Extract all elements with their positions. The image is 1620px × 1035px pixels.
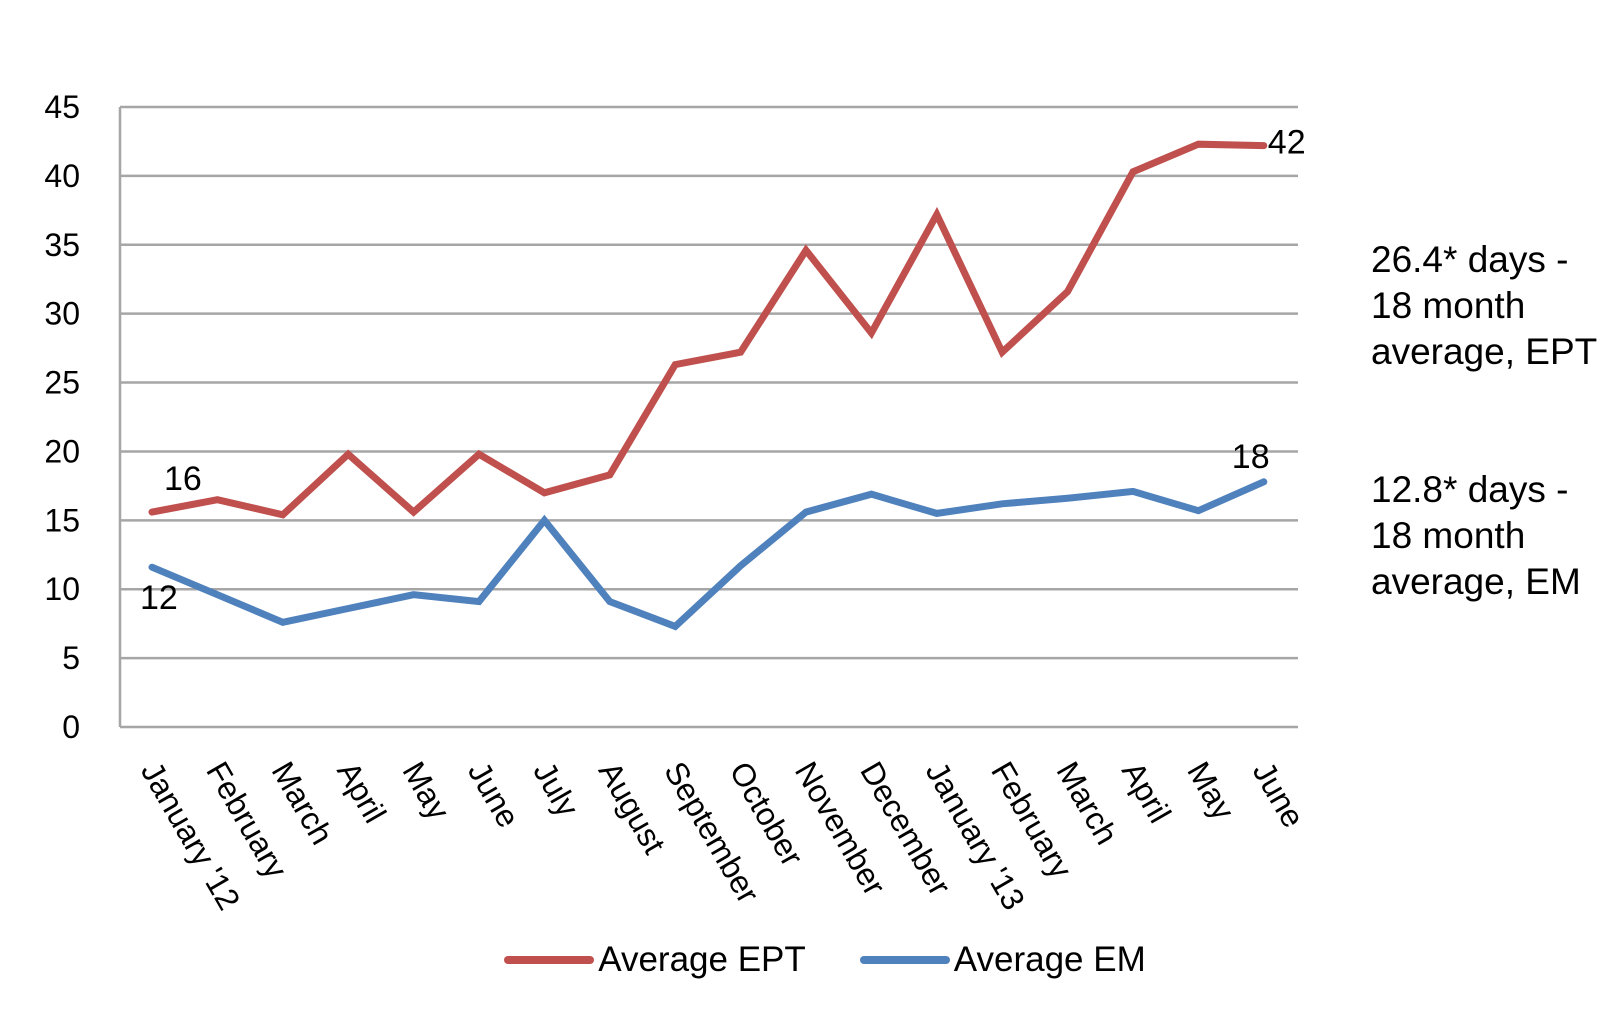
data-point bbox=[346, 452, 351, 457]
data-point bbox=[346, 606, 351, 611]
x-tick-label: April bbox=[1115, 756, 1178, 829]
data-label: 12 bbox=[140, 579, 178, 617]
series-line-1 bbox=[148, 478, 1268, 631]
y-tick-label: 35 bbox=[44, 227, 80, 263]
data-point bbox=[869, 492, 874, 497]
data-point bbox=[804, 248, 808, 253]
x-tick-label: June bbox=[461, 756, 527, 834]
x-tick-label: June bbox=[1246, 756, 1312, 834]
data-label: 16 bbox=[164, 460, 202, 498]
data-point bbox=[804, 510, 808, 515]
y-tick-label: 45 bbox=[44, 89, 80, 125]
data-point bbox=[280, 512, 285, 517]
data-point bbox=[673, 362, 678, 367]
data-point bbox=[738, 350, 743, 355]
data-point bbox=[280, 620, 285, 625]
data-point bbox=[934, 511, 939, 516]
data-point bbox=[607, 599, 612, 604]
y-tick-label: 40 bbox=[44, 158, 80, 194]
data-point bbox=[411, 510, 416, 515]
data-label: 18 bbox=[1232, 438, 1270, 476]
data-point bbox=[1131, 169, 1135, 174]
x-tick-label: May bbox=[396, 756, 457, 826]
data-point bbox=[1261, 143, 1266, 148]
annotation-em-average: 12.8* days - 18 month average, EM bbox=[1371, 469, 1581, 602]
data-point bbox=[1065, 496, 1070, 501]
data-point bbox=[1000, 501, 1005, 506]
legend-swatch-ept bbox=[504, 956, 595, 964]
data-label: 42 bbox=[1268, 124, 1306, 162]
x-tick-label: May bbox=[1180, 756, 1241, 826]
data-point bbox=[542, 490, 547, 495]
data-point bbox=[411, 592, 416, 597]
data-point bbox=[150, 510, 154, 515]
data-point bbox=[1131, 489, 1135, 494]
y-tick-label: 20 bbox=[44, 433, 80, 469]
y-tick-label: 15 bbox=[44, 502, 80, 538]
x-tick-label: July bbox=[526, 756, 586, 823]
data-point bbox=[477, 452, 481, 457]
legend-swatch-em bbox=[859, 956, 950, 964]
data-point bbox=[934, 212, 939, 217]
x-tick-label: April bbox=[330, 756, 393, 829]
data-point bbox=[1000, 350, 1005, 355]
data-point bbox=[1196, 142, 1201, 147]
data-point bbox=[542, 518, 547, 523]
data-point bbox=[215, 592, 220, 597]
legend: Average EPT Average EM bbox=[0, 940, 1620, 980]
series-line-0 bbox=[148, 140, 1268, 519]
legend-item-em: Average EM bbox=[859, 940, 1146, 980]
annotation-ept-average: 26.4* days - 18 month average, EPT bbox=[1371, 239, 1598, 372]
data-labels: 16 42 12 18 bbox=[140, 124, 1306, 618]
series-lines bbox=[148, 140, 1268, 631]
data-point bbox=[477, 599, 481, 604]
data-point bbox=[869, 330, 874, 335]
data-point bbox=[1196, 508, 1201, 513]
data-point bbox=[738, 563, 743, 568]
axes bbox=[118, 107, 1298, 729]
legend-item-ept: Average EPT bbox=[504, 940, 806, 980]
data-point bbox=[1065, 289, 1070, 294]
y-tick-label: 25 bbox=[44, 365, 80, 401]
gridlines bbox=[120, 105, 1298, 660]
data-point bbox=[215, 497, 220, 502]
y-tick-label: 0 bbox=[62, 709, 80, 745]
legend-label-ept: Average EPT bbox=[598, 940, 806, 979]
data-point bbox=[1261, 479, 1266, 484]
y-tick-label: 10 bbox=[44, 571, 80, 607]
data-point bbox=[607, 472, 612, 477]
y-tick-label: 30 bbox=[44, 296, 80, 332]
data-point bbox=[150, 565, 154, 570]
y-tick-label: 5 bbox=[62, 640, 80, 676]
legend-label-em: Average EM bbox=[953, 940, 1146, 979]
y-axis-ticks: 0 5 10 15 20 25 30 35 40 45 bbox=[44, 89, 80, 745]
data-point bbox=[673, 624, 678, 629]
